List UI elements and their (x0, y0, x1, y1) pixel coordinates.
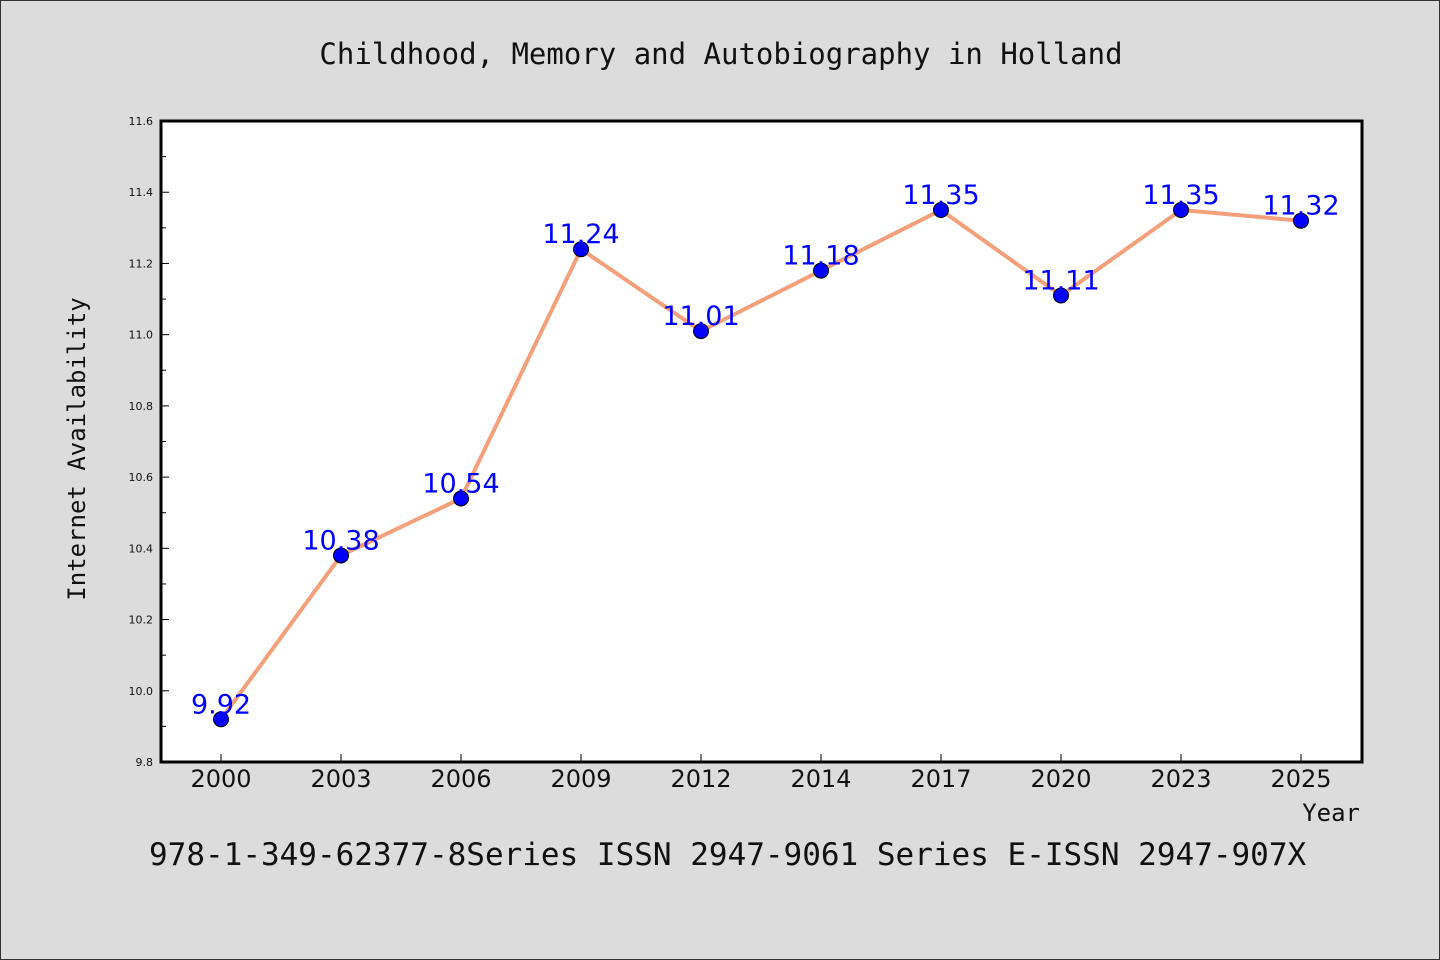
x-tick-label: 2020 (1030, 765, 1091, 793)
x-tick-label: 2003 (310, 765, 371, 793)
data-label-layer: 9.92 10.38 10.54 11.24 11.01 11.18 11.35 11.11 1… (191, 180, 1340, 720)
data-point (933, 202, 949, 219)
y-tick-label: 10.0 (129, 685, 154, 698)
series-line (219, 208, 1302, 721)
y-tick-label: 11.6 (129, 115, 154, 128)
x-tick-label: 2009 (550, 765, 611, 793)
data-point (213, 711, 229, 728)
data-label: 11.01 (662, 301, 739, 332)
y-axis: 9.8 10.0 10.2 10.4 10.6 10.8 11.0 11.2 11.4 11.6 (129, 115, 169, 769)
x-tick-label: 2000 (190, 765, 251, 793)
chart-title: Childhood, Memory and Autobiography in H… (319, 37, 1122, 71)
y-tick-label: 9.8 (136, 756, 154, 769)
y-axis-title: Internet Availability (63, 297, 91, 600)
data-label: 11.18 (782, 241, 859, 272)
data-label: 11.32 (1262, 191, 1339, 222)
x-tick-label: 2023 (1150, 765, 1211, 793)
x-tick-label: 2006 (430, 765, 491, 793)
plot-frame (159, 119, 1364, 764)
x-tick-label: 2012 (670, 765, 731, 793)
plot-area (161, 121, 1362, 762)
data-label: 11.11 (1022, 265, 1099, 296)
data-point (333, 547, 349, 564)
y-tick-label: 10.4 (129, 542, 154, 555)
x-axis-title: Year (1302, 799, 1360, 827)
y-tick-label: 11.2 (129, 257, 154, 270)
data-label: 11.35 (902, 180, 979, 211)
data-label: 11.24 (542, 219, 619, 250)
data-label: 10.38 (302, 525, 379, 556)
y-tick-label: 10.6 (129, 471, 154, 484)
data-label: 10.54 (422, 468, 499, 499)
series-layer (213, 202, 1309, 728)
y-tick-label: 11.4 (129, 186, 154, 199)
x-tick-label: 2025 (1270, 765, 1331, 793)
data-point (453, 490, 469, 507)
data-point (693, 323, 709, 340)
data-label: 9.92 (191, 689, 251, 720)
data-label: 11.35 (1142, 180, 1219, 211)
data-point (1293, 212, 1309, 229)
data-point (1173, 202, 1189, 219)
data-point (813, 262, 829, 279)
x-tick-label: 2017 (910, 765, 971, 793)
y-tick-label: 10.2 (129, 614, 154, 627)
y-tick-label: 11.0 (129, 329, 154, 342)
data-point (573, 241, 589, 258)
x-tick-label: 2014 (790, 765, 851, 793)
isbn-footer: 978-1-349-62377-8Series ISSN 2947-9061 S… (149, 837, 1306, 873)
y-tick-label: 10.8 (129, 400, 154, 413)
data-point (1053, 287, 1069, 304)
x-axis: 2000 2003 2006 2009 2012 2014 2017 2020 2023 2025 (190, 754, 1332, 793)
